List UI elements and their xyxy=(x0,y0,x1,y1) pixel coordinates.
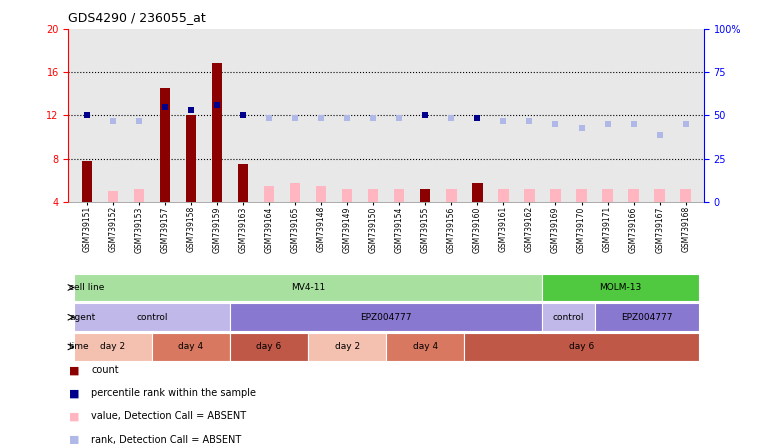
Bar xyxy=(472,182,482,202)
Bar xyxy=(524,189,535,202)
Bar xyxy=(81,161,92,202)
Bar xyxy=(446,189,457,202)
Bar xyxy=(464,333,699,361)
Bar xyxy=(74,303,230,331)
Text: MOLM-13: MOLM-13 xyxy=(600,283,642,292)
Bar xyxy=(550,189,561,202)
Text: day 4: day 4 xyxy=(178,342,203,352)
Text: value, Detection Call = ABSENT: value, Detection Call = ABSENT xyxy=(91,412,247,421)
Bar xyxy=(134,189,144,202)
Text: rank, Detection Call = ABSENT: rank, Detection Call = ABSENT xyxy=(91,435,241,444)
Bar xyxy=(654,189,665,202)
Text: ■: ■ xyxy=(68,412,79,421)
Bar xyxy=(74,333,152,361)
Bar xyxy=(160,88,170,202)
Bar xyxy=(152,333,230,361)
Bar xyxy=(387,333,464,361)
Text: EPZ004777: EPZ004777 xyxy=(361,313,412,322)
Bar xyxy=(498,189,508,202)
Text: count: count xyxy=(91,365,119,375)
Text: day 4: day 4 xyxy=(412,342,438,352)
Bar xyxy=(368,189,378,202)
Bar xyxy=(230,333,308,361)
Text: EPZ004777: EPZ004777 xyxy=(621,313,673,322)
Text: cell line: cell line xyxy=(69,283,104,292)
Text: day 6: day 6 xyxy=(569,342,594,352)
Bar xyxy=(237,164,248,202)
Text: day 6: day 6 xyxy=(256,342,282,352)
Bar xyxy=(420,189,431,202)
Bar xyxy=(74,274,543,301)
Bar xyxy=(308,333,387,361)
Bar xyxy=(186,115,196,202)
Text: day 2: day 2 xyxy=(335,342,360,352)
Text: time: time xyxy=(69,342,90,352)
Bar xyxy=(212,63,222,202)
Bar xyxy=(342,189,352,202)
Text: control: control xyxy=(136,313,167,322)
Bar xyxy=(680,189,691,202)
Text: day 2: day 2 xyxy=(100,342,126,352)
Text: agent: agent xyxy=(69,313,95,322)
Bar xyxy=(594,303,699,331)
Bar xyxy=(394,189,404,202)
Text: control: control xyxy=(552,313,584,322)
Text: ■: ■ xyxy=(68,388,79,398)
Bar xyxy=(576,189,587,202)
Bar xyxy=(107,191,118,202)
Text: MV4-11: MV4-11 xyxy=(291,283,325,292)
Text: ■: ■ xyxy=(68,435,79,444)
Text: GDS4290 / 236055_at: GDS4290 / 236055_at xyxy=(68,12,206,24)
Bar xyxy=(543,274,699,301)
Text: percentile rank within the sample: percentile rank within the sample xyxy=(91,388,256,398)
Bar xyxy=(543,303,594,331)
Bar xyxy=(603,189,613,202)
Bar xyxy=(290,182,301,202)
Bar xyxy=(316,186,326,202)
Bar xyxy=(230,303,543,331)
Bar xyxy=(264,186,274,202)
Bar xyxy=(629,189,638,202)
Text: ■: ■ xyxy=(68,365,79,375)
